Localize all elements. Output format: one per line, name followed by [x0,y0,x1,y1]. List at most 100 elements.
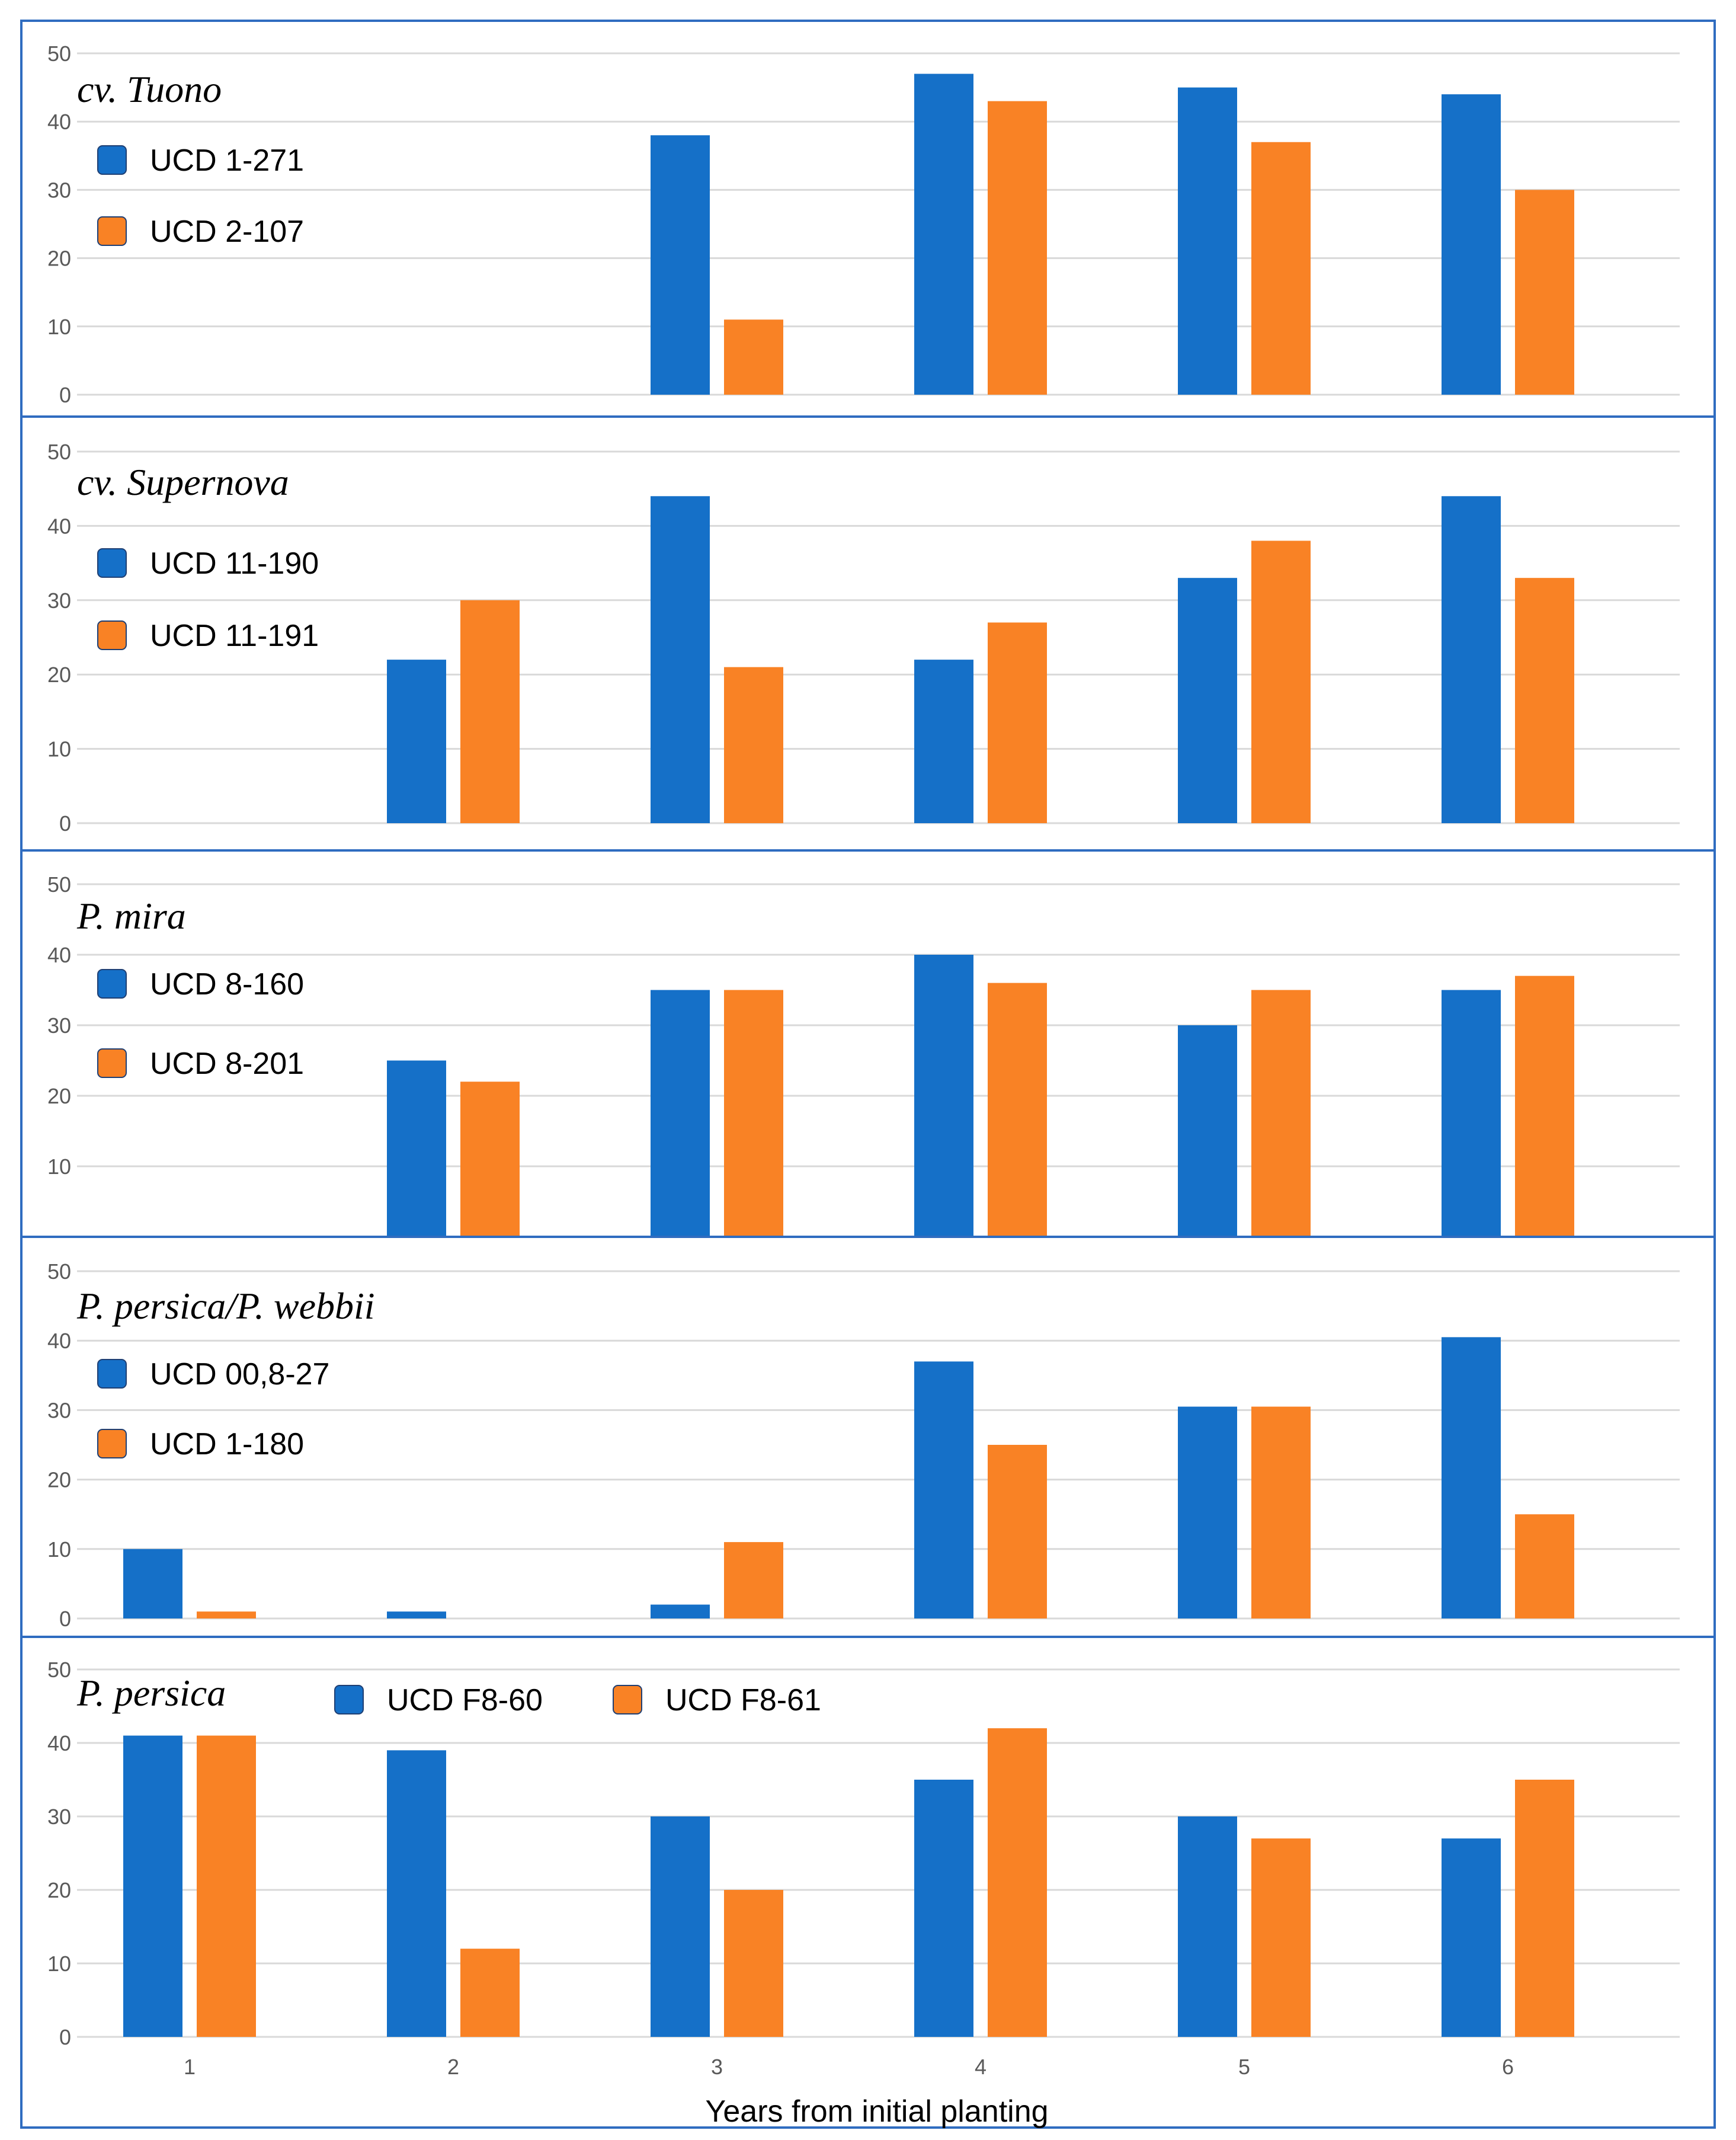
bar-series1 [387,1611,446,1618]
bar-series2 [460,1082,520,1237]
bar-series2 [724,990,783,1237]
bar-series2 [724,1542,783,1618]
y-tick-label: 0 [59,2025,71,2049]
bar-series2 [1251,142,1311,395]
y-tick-label: 0 [59,383,71,407]
y-tick-label: 20 [47,1468,71,1492]
legend-label: UCD F8-60 [387,1683,543,1717]
x-axis: 1 2 3 4 5 6 Years from initial planting [184,2055,1514,2129]
bar-series2 [1515,1780,1574,2037]
bar-series1 [1178,1816,1237,2037]
y-tick-label: 10 [47,1952,71,1976]
y-tick-label: 50 [47,41,71,66]
legend-swatch [97,216,127,246]
bar-series1 [914,73,973,395]
y-tick-label: 40 [47,110,71,134]
x-tick-label: 2 [447,2055,459,2079]
chart-title: cv. Supernova [77,461,289,503]
y-tick-label: 10 [47,1154,71,1179]
legend-label: UCD 00,8-27 [150,1357,329,1392]
bar-series2 [988,983,1047,1237]
y-tick-label: 30 [47,1013,71,1038]
y-tick-label: 50 [47,1658,71,1682]
bar-series1 [1178,1406,1237,1618]
bar-series2 [197,1735,256,2037]
bar-series1 [651,1816,710,2037]
y-tick-label: 30 [47,588,71,613]
y-tick-label: 30 [47,178,71,202]
bar-series2 [724,667,783,823]
bar-series2 [460,1949,520,2037]
x-tick-label: 5 [1238,2055,1250,2079]
y-tick-label: 10 [47,1537,71,1562]
legend-swatch [97,548,127,578]
legend-label: UCD F8-61 [665,1683,821,1717]
bar-series2 [1515,190,1574,395]
y-tick-label: 20 [47,1878,71,1902]
y-tick-label: 20 [47,1084,71,1108]
x-tick-label: 3 [711,2055,723,2079]
y-tick-label: 40 [47,1329,71,1353]
y-tick-label: 30 [47,1398,71,1422]
bar-series2 [1251,1406,1311,1618]
chart-title: P. mira [76,895,186,937]
bar-series2 [1251,540,1311,823]
legend-label: UCD 11-190 [150,546,319,581]
bar-series1 [651,496,710,823]
bar-series1 [914,955,973,1237]
y-tick-label: 50 [47,872,71,897]
bar-series2 [1515,975,1574,1237]
bar-series1 [651,135,710,395]
legend-swatch [613,1685,642,1714]
bar-series1 [1442,496,1501,823]
chart-panel-4: 0 10 20 30 40 50P. persica/P. webbii UCD 00,8-… [20,1236,1716,1638]
bar-series2 [724,1890,783,2037]
bar-series1 [1442,990,1501,1237]
bar-series1 [651,990,710,1237]
chart-panel-3: 10 20 30 40 50P. mira UCD 8-160 UCD 8-201 [20,849,1716,1238]
bar-series1 [387,1750,446,2037]
y-tick-label: 10 [47,737,71,762]
legend-swatch [97,969,127,999]
bar-series1 [1178,578,1237,823]
chart-title: P. persica [76,1672,226,1714]
bar-series1 [914,1361,973,1618]
bar-series1 [1442,1838,1501,2037]
bar-series1 [123,1735,182,2037]
x-axis-title: Years from initial planting [705,2094,1048,2129]
y-tick-label: 20 [47,663,71,687]
y-tick-label: 40 [47,1731,71,1755]
bar-series2 [988,1445,1047,1618]
chart-panel-5: 0 10 20 30 40 50P. persica UCD F8-60 UCD F8-61 [20,1636,1716,2129]
y-tick-label: 0 [59,1607,71,1631]
legend-swatch [97,620,127,650]
y-tick-label: 10 [47,315,71,339]
bar-series2 [1251,990,1311,1237]
bar-series1 [1178,1025,1237,1237]
bar-series2 [988,101,1047,395]
bar-series2 [197,1611,256,1618]
bar-series1 [387,660,446,823]
y-tick-label: 40 [47,514,71,538]
bar-series1 [914,1780,973,2037]
bar-series1 [914,660,973,823]
y-tick-label: 0 [59,811,71,836]
bar-series2 [1515,578,1574,823]
bar-series1 [1178,87,1237,395]
y-tick-label: 20 [47,247,71,271]
bar-series1 [123,1549,182,1618]
y-tick-label: 50 [47,1259,71,1284]
chart-title: cv. Tuono [77,68,222,110]
bar-series2 [460,600,520,823]
y-tick-label: 50 [47,440,71,464]
bar-series1 [651,1604,710,1618]
legend-label: UCD 1-180 [150,1427,304,1461]
y-tick-label: 40 [47,943,71,967]
legend-label: UCD 2-107 [150,215,304,249]
bar-series2 [988,622,1047,823]
bar-series1 [1442,94,1501,395]
legend-swatch [334,1685,364,1714]
legend-swatch [97,1359,127,1389]
